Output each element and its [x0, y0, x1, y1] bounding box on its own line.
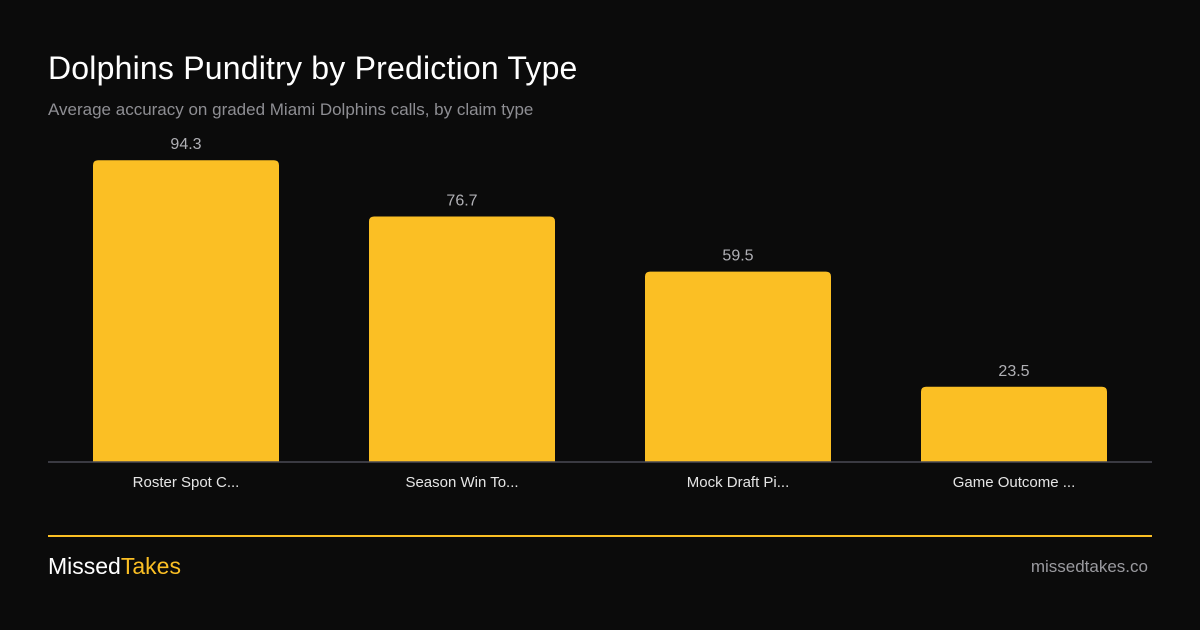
bar-value-label: 23.5 — [998, 363, 1029, 380]
footer-divider — [48, 535, 1152, 537]
chart-title: Dolphins Punditry by Prediction Type — [48, 50, 578, 86]
bar — [93, 160, 279, 463]
bar-value-label: 59.5 — [722, 248, 753, 265]
bars-group — [93, 160, 1107, 463]
bar-value-label: 76.7 — [446, 193, 477, 210]
value-labels-group: 94.3 76.7 59.5 23.5 — [170, 136, 1029, 380]
category-tick-label: Game Outcome ... — [953, 474, 1076, 491]
bar — [921, 386, 1107, 462]
bar — [369, 216, 555, 462]
site-url: missedtakes.co — [1030, 557, 1148, 576]
category-tick-label: Season Win To... — [405, 474, 518, 491]
brand-name-first: Missed — [48, 553, 121, 579]
chart-subtitle: Average accuracy on graded Miami Dolphin… — [48, 100, 534, 119]
brand-name-second: Takes — [120, 553, 181, 579]
category-tick-label: Mock Draft Pi... — [687, 474, 790, 491]
category-tick-label: Roster Spot C... — [133, 474, 240, 491]
brand-logo: MissedTakes — [48, 553, 181, 580]
bar-value-label: 94.3 — [170, 136, 201, 153]
category-labels-group: Roster Spot C... Season Win To... Mock Dra… — [133, 474, 1076, 491]
bar — [645, 271, 831, 462]
